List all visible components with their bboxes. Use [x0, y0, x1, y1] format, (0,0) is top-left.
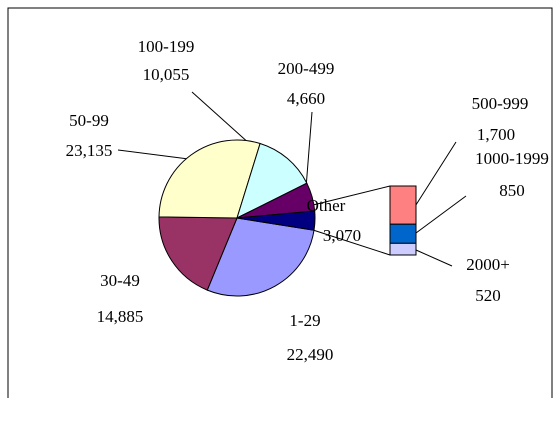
pie-slice: [236, 142, 308, 219]
pie-slice: [158, 139, 261, 219]
slice-label: 100-199: [138, 37, 195, 56]
breakdown-bar: [389, 223, 417, 244]
frame: [7, 7, 553, 398]
value-label: 10,055: [143, 65, 190, 84]
breakdown-value-label: 850: [499, 181, 525, 200]
breakdown-value-label: 520: [475, 286, 501, 305]
slice-label: Other: [307, 196, 346, 215]
breakdown-value-label: 1,700: [477, 125, 515, 144]
breakdown-bar: [389, 242, 417, 256]
pie-slice: [158, 216, 238, 291]
slice-label: 200-499: [278, 59, 335, 78]
value-label: 23,135: [66, 141, 113, 160]
slice-label: 1-29: [289, 311, 320, 330]
value-label: 22,490: [287, 345, 334, 364]
breakdown-label: 500-999: [472, 94, 529, 113]
breakdown-label: 1000-1999: [475, 149, 549, 168]
slice-label: 30-49: [100, 271, 140, 290]
slice-label: 50-99: [69, 111, 109, 130]
value-label: 4,660: [287, 89, 325, 108]
value-label: 3,070: [323, 226, 361, 245]
breakdown-label: 2000+: [466, 255, 510, 274]
pie-slice: [236, 210, 316, 231]
value-label: 14,885: [97, 307, 144, 326]
breakdown-bar: [389, 185, 417, 225]
leader-lines: [117, 91, 467, 267]
pie-slice: [206, 217, 315, 297]
